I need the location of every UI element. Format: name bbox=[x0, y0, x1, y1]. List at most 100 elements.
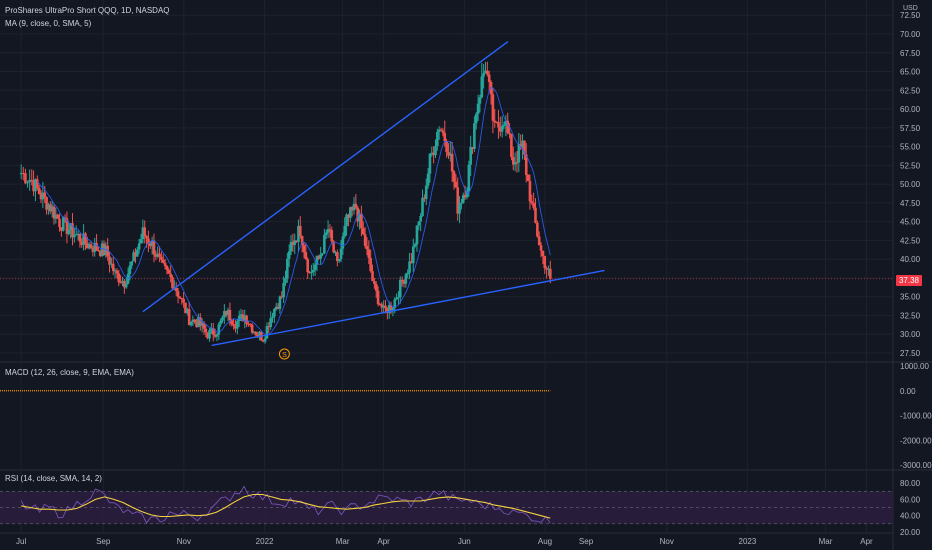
candle-body bbox=[454, 181, 458, 188]
candle-body bbox=[537, 236, 541, 246]
candle-body bbox=[426, 173, 430, 186]
ma-legend[interactable]: MA (9, close, 0, SMA, 5) bbox=[5, 19, 92, 28]
candle-body bbox=[198, 317, 202, 326]
candle-body bbox=[87, 244, 91, 249]
candle-body bbox=[298, 225, 302, 237]
candle-body bbox=[324, 232, 328, 235]
candle-body bbox=[184, 302, 187, 314]
price-tick-label: 32.50 bbox=[900, 311, 921, 320]
candle-body bbox=[128, 265, 132, 274]
candle-body bbox=[204, 328, 208, 333]
candle-body bbox=[178, 296, 182, 299]
price-tick-label: 60.00 bbox=[900, 105, 921, 114]
markers: S bbox=[278, 348, 290, 360]
candle-body bbox=[147, 238, 150, 244]
candle-body bbox=[400, 279, 404, 282]
candle-body bbox=[500, 125, 504, 132]
candle-body bbox=[539, 245, 543, 251]
candle-body bbox=[393, 299, 397, 309]
candle-body bbox=[95, 242, 98, 251]
candle-body bbox=[124, 283, 128, 288]
candle-body bbox=[443, 132, 447, 142]
candle-body bbox=[436, 131, 439, 147]
candle-body bbox=[219, 320, 222, 325]
candle-body bbox=[143, 227, 147, 236]
candle-body bbox=[137, 243, 141, 250]
candle-body bbox=[273, 308, 276, 317]
candle-body bbox=[491, 94, 495, 121]
candle-body bbox=[258, 331, 261, 336]
candle-body bbox=[98, 250, 102, 256]
candle-body bbox=[330, 230, 334, 242]
candle-body bbox=[297, 225, 300, 243]
rsi-ma-line bbox=[21, 493, 551, 519]
candle-body bbox=[145, 235, 148, 239]
macd-legend[interactable]: MACD (12, 26, close, 9, EMA, EMA) bbox=[5, 368, 134, 377]
candle-body bbox=[413, 244, 417, 247]
candle-body bbox=[148, 243, 152, 247]
candle-body bbox=[86, 243, 89, 249]
trendlines[interactable] bbox=[142, 40, 605, 347]
candle-body bbox=[24, 173, 27, 184]
candles bbox=[19, 61, 552, 344]
candle-body bbox=[47, 204, 50, 210]
rsi-legend[interactable]: RSI (14, close, SMA, 14, 2) bbox=[5, 474, 102, 483]
candle-body bbox=[115, 270, 119, 274]
candle-body bbox=[176, 291, 180, 297]
candle-body bbox=[461, 195, 465, 203]
macd-tick-label: -3000.00 bbox=[900, 461, 932, 470]
candle-body bbox=[313, 264, 317, 270]
candle-body bbox=[447, 151, 450, 156]
time-tick-label: Apr bbox=[377, 537, 390, 546]
candle-body bbox=[397, 297, 400, 299]
candle-body bbox=[528, 181, 532, 202]
candle-body bbox=[319, 254, 322, 259]
candle-body bbox=[521, 140, 524, 148]
price-tick-label: 62.50 bbox=[900, 86, 921, 95]
candle-body bbox=[50, 206, 54, 212]
candle-body bbox=[291, 241, 295, 245]
candle-body bbox=[476, 103, 480, 115]
candle-body bbox=[210, 328, 213, 331]
candle-body bbox=[411, 246, 415, 264]
candle-body bbox=[334, 252, 337, 254]
time-tick-label: 2023 bbox=[739, 537, 757, 546]
candle-body bbox=[511, 157, 515, 165]
candle-body bbox=[195, 322, 198, 328]
price-tick-label: 40.00 bbox=[900, 255, 921, 264]
candle-body bbox=[110, 263, 113, 265]
macd-tick-label: 0.00 bbox=[900, 387, 916, 396]
candle-body bbox=[271, 316, 274, 319]
price-tick-label: 27.50 bbox=[900, 349, 921, 358]
candle-body bbox=[193, 319, 197, 323]
rsi-tick-label: 20.00 bbox=[900, 528, 921, 537]
candle-body bbox=[543, 256, 547, 269]
candle-body bbox=[428, 153, 432, 174]
candle-body bbox=[182, 298, 185, 303]
time-tick-label: Jul bbox=[16, 537, 26, 546]
candle-body bbox=[482, 73, 485, 77]
candle-body bbox=[471, 146, 474, 149]
candle-body bbox=[424, 185, 428, 200]
time-tick-label: Mar bbox=[819, 537, 833, 546]
rsi-line bbox=[20, 485, 551, 524]
candle-body bbox=[21, 173, 25, 175]
time-tick-label: Sep bbox=[96, 537, 111, 546]
candle-body bbox=[230, 320, 234, 325]
price-tick-label: 50.00 bbox=[900, 180, 921, 189]
candle-body bbox=[497, 122, 500, 128]
candle-body bbox=[382, 305, 385, 308]
candle-body bbox=[169, 273, 172, 278]
candle-body bbox=[423, 197, 426, 200]
candle-body bbox=[243, 315, 247, 322]
candle-body bbox=[408, 261, 411, 273]
candle-body bbox=[282, 282, 285, 298]
candle-body bbox=[108, 256, 111, 265]
candle-body bbox=[473, 123, 476, 149]
candle-body bbox=[91, 248, 95, 252]
candle-body bbox=[58, 218, 61, 228]
candle-body bbox=[460, 202, 463, 204]
time-tick-label: Mar bbox=[336, 537, 350, 546]
candle-body bbox=[265, 326, 269, 339]
